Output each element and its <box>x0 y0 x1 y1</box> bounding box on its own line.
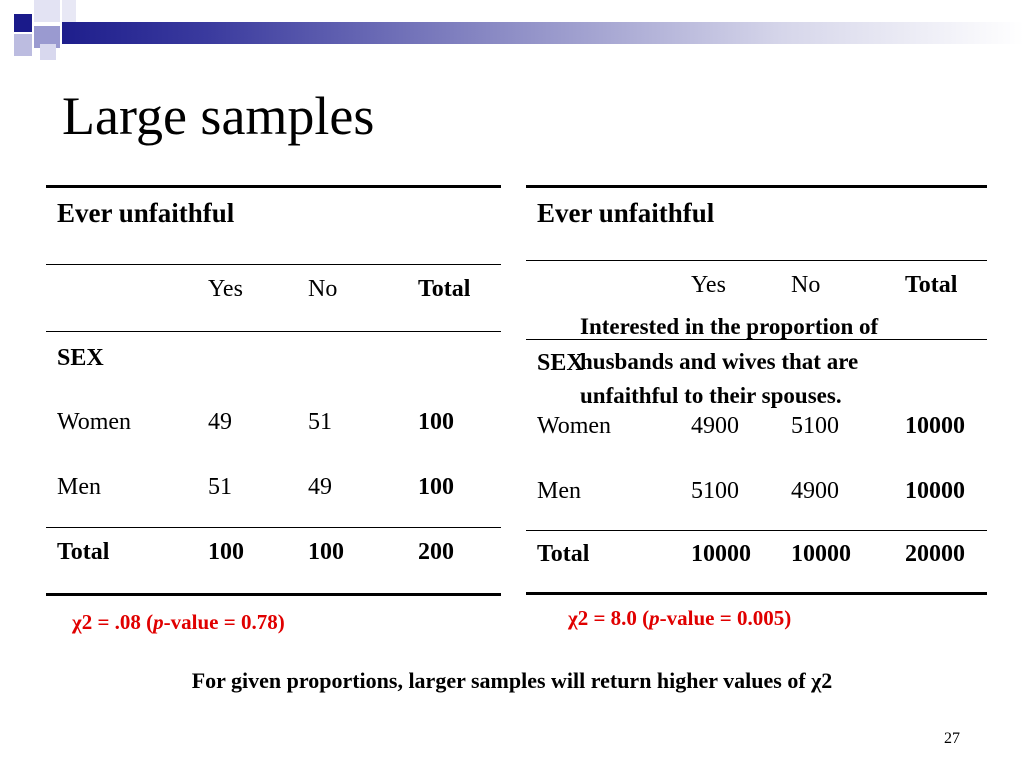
col-yes: Yes <box>208 274 243 304</box>
table-rule <box>46 185 501 188</box>
table-rule <box>526 260 987 261</box>
table-header: Ever unfaithful <box>537 198 714 228</box>
stat-p: p <box>649 606 660 630</box>
decoration-square <box>40 44 56 60</box>
cell-total: 20000 <box>905 539 965 569</box>
total-row-label: Total <box>537 539 589 569</box>
header-decoration-bar <box>62 22 1024 44</box>
cell-yes: 49 <box>208 407 232 437</box>
cell-no: 49 <box>308 472 332 502</box>
page-number: 27 <box>944 730 960 748</box>
cell-total: 10000 <box>905 476 965 506</box>
chi-square-stat: χ2 = .08 (p-value = 0.78) <box>72 610 285 635</box>
cell-total: 200 <box>418 537 454 567</box>
table-rule <box>46 593 501 596</box>
table-rule <box>526 185 987 188</box>
cell-no: 51 <box>308 407 332 437</box>
cell-no: 5100 <box>791 411 839 441</box>
cell-no: 10000 <box>791 539 851 569</box>
table-rule <box>46 527 501 528</box>
slide-title: Large samples <box>62 80 374 152</box>
table-rule <box>526 592 987 595</box>
col-total: Total <box>905 270 957 300</box>
group-label: SEX <box>57 343 104 373</box>
cell-yes: 100 <box>208 537 244 567</box>
cell-yes: 51 <box>208 472 232 502</box>
footer-note: For given proportions, larger samples wi… <box>0 668 1024 694</box>
stat-suffix: -value = 0.005) <box>660 606 792 630</box>
cell-no: 4900 <box>791 476 839 506</box>
table-rule <box>46 331 501 332</box>
col-yes: Yes <box>691 270 726 300</box>
col-no: No <box>791 270 820 300</box>
cell-total: 100 <box>418 407 454 437</box>
group-label: SEX <box>537 348 584 378</box>
decoration-square <box>14 14 32 32</box>
table-header: Ever unfaithful <box>57 198 234 228</box>
cell-yes: 5100 <box>691 476 739 506</box>
chi-square-stat: χ2 = 8.0 (p-value = 0.005) <box>568 606 791 631</box>
cell-total: 10000 <box>905 411 965 441</box>
col-no: No <box>308 274 337 304</box>
cell-no: 100 <box>308 537 344 567</box>
row-label: Women <box>537 411 611 441</box>
row-label: Men <box>57 472 101 502</box>
cell-total: 100 <box>418 472 454 502</box>
callout-text: Interested in the proportion of husbands… <box>580 310 880 414</box>
table-rule <box>526 530 987 531</box>
decoration-square <box>34 0 60 22</box>
stat-suffix: -value = 0.78) <box>164 610 285 634</box>
stat-p: p <box>153 610 164 634</box>
table-rule <box>46 264 501 265</box>
row-label: Women <box>57 407 131 437</box>
col-total: Total <box>418 274 470 304</box>
decoration-square <box>62 0 76 22</box>
stat-prefix: χ2 = 8.0 ( <box>568 606 649 630</box>
decoration-square <box>14 34 32 56</box>
stat-prefix: χ2 = .08 ( <box>72 610 153 634</box>
row-label: Men <box>537 476 581 506</box>
cell-yes: 10000 <box>691 539 751 569</box>
total-row-label: Total <box>57 537 109 567</box>
cell-yes: 4900 <box>691 411 739 441</box>
